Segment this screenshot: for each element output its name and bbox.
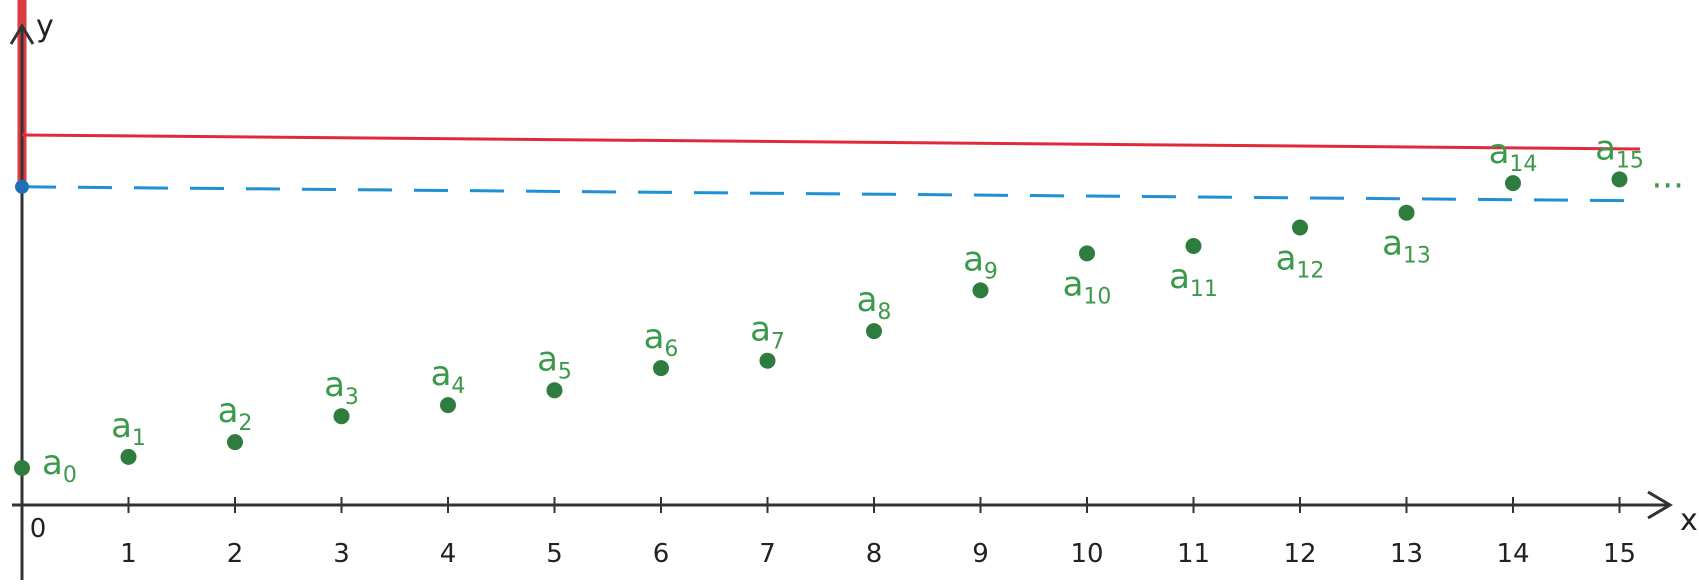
data-point — [120, 448, 137, 465]
data-point — [1079, 245, 1095, 262]
point-label: a14 — [1489, 132, 1538, 177]
x-tick-label: 3 — [333, 539, 350, 569]
point-label-subscript: 1 — [132, 426, 146, 451]
point-label: a13 — [1382, 224, 1431, 269]
x-tick-label: 0 — [30, 514, 47, 544]
x-tick-label: 6 — [653, 539, 670, 569]
point-label-subscript: 11 — [1190, 277, 1218, 302]
point-label-subscript: 7 — [771, 330, 785, 355]
dashed-reference-line — [21, 185, 1641, 203]
reference-lines — [15, 133, 1641, 203]
point-label: a4 — [431, 354, 466, 399]
x-tick-label: 15 — [1603, 539, 1636, 569]
point-label: a15 — [1595, 128, 1644, 173]
point-label: a8 — [857, 280, 892, 325]
point-label-subscript: 3 — [345, 385, 359, 410]
data-point — [653, 360, 669, 377]
axes: yx — [9, 0, 1698, 580]
data-point — [1505, 175, 1521, 192]
point-label-subscript: 6 — [664, 337, 678, 362]
data-point — [14, 460, 30, 476]
x-axis-label: x — [1680, 503, 1698, 538]
x-axis-arrow — [1647, 490, 1673, 520]
point-label: a10 — [1063, 264, 1112, 309]
point-label-subscript: 8 — [877, 300, 891, 325]
point-label: a12 — [1276, 239, 1325, 284]
x-tick-label: 14 — [1496, 539, 1529, 569]
data-point — [1292, 219, 1308, 236]
data-point — [333, 408, 350, 425]
y-axis-label: y — [36, 9, 54, 44]
point-label-subscript: 4 — [451, 374, 465, 399]
x-tick-label: 5 — [546, 539, 563, 569]
data-point — [1398, 204, 1415, 221]
point-label: a3 — [324, 365, 359, 410]
data-point — [1185, 238, 1202, 254]
data-point — [1611, 171, 1628, 188]
point-label-subscript: 12 — [1296, 259, 1324, 284]
data-point — [546, 382, 563, 399]
x-tick-label: 1 — [120, 539, 137, 569]
x-tick-label: 9 — [972, 539, 989, 569]
point-label-subscript: 5 — [558, 359, 572, 384]
data-point — [972, 282, 989, 299]
point-label-subscript: 13 — [1403, 244, 1431, 269]
x-tick-label: 7 — [759, 539, 776, 569]
x-tick-label: 8 — [866, 539, 883, 569]
point-label: a9 — [963, 239, 998, 284]
y-axis-arrow — [9, 23, 35, 45]
x-tick-label: 10 — [1070, 539, 1103, 569]
data-point — [227, 434, 243, 451]
point-label-subscript: 0 — [63, 463, 77, 488]
data-point — [440, 397, 456, 414]
trailing-ellipsis: ... — [1652, 156, 1684, 196]
data-point — [866, 323, 882, 340]
x-tick-label: 13 — [1390, 539, 1423, 569]
point-labels: a0 a1 a2 a3 a4 a5 a6 a7 a8 a9 a10 a11 a12 a13 a14 a15..… — [42, 128, 1684, 488]
x-tick-label: 4 — [440, 539, 457, 569]
x-tick-label: 2 — [227, 539, 244, 569]
point-label: a7 — [750, 310, 785, 355]
point-label: a5 — [537, 339, 572, 384]
solid-reference-line — [21, 133, 1641, 151]
x-ticks: 01 2 3 4 5 6 7 8 9 10 11 12 13 14 15 — [21, 497, 1636, 569]
point-label: a2 — [218, 391, 253, 436]
y-axis-marked-point — [15, 179, 29, 194]
x-tick-label: 11 — [1177, 539, 1210, 569]
point-label-subscript: 10 — [1083, 284, 1111, 309]
data-points — [14, 171, 1628, 476]
point-label: a6 — [644, 317, 679, 362]
x-tick-label: 12 — [1283, 539, 1316, 569]
point-label-subscript: 2 — [238, 411, 252, 436]
point-label: a11 — [1169, 257, 1218, 302]
point-label-subscript: 9 — [984, 259, 998, 284]
point-label: a0 — [42, 443, 77, 488]
data-point — [759, 352, 776, 369]
point-label-subscript: 15 — [1616, 148, 1644, 173]
point-label-subscript: 14 — [1509, 152, 1537, 177]
point-label: a1 — [111, 406, 146, 451]
